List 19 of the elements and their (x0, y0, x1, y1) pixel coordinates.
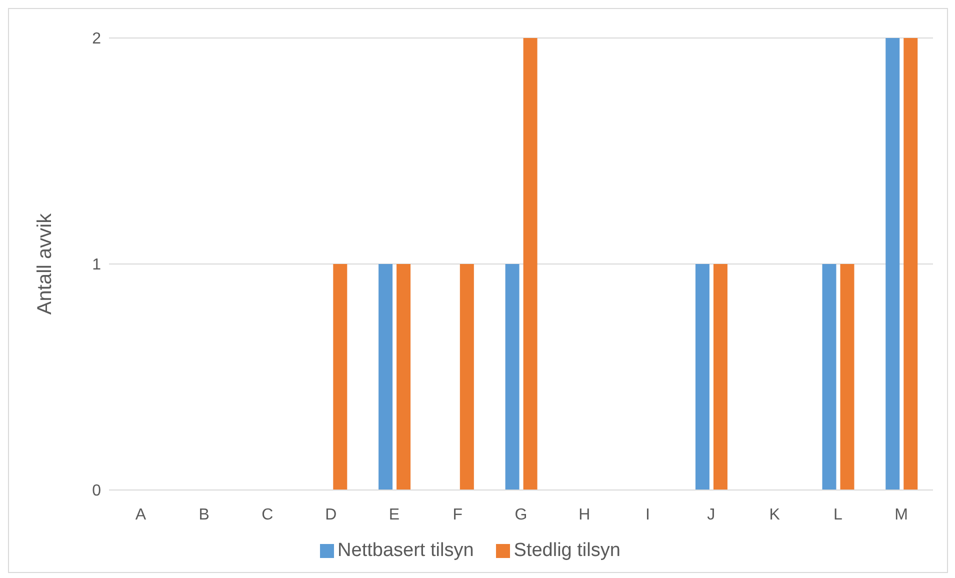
y-tick-label: 0 (92, 482, 102, 500)
x-tick-label: E (388, 506, 400, 524)
legend-label: Stedlig tilsyn (514, 540, 620, 561)
x-tick-label: M (894, 506, 908, 524)
y-axis-title: Antall avvik (34, 212, 56, 315)
x-tick-label: K (769, 506, 780, 524)
x-tick-label: G (514, 506, 528, 524)
x-tick-label: H (578, 506, 590, 524)
x-tick-label: J (707, 506, 716, 524)
x-tick-label: C (262, 506, 274, 524)
y-tick-label: 2 (92, 30, 102, 48)
y-tick-label: 1 (92, 256, 102, 274)
x-tick-label: F (452, 506, 463, 524)
x-tick-label: I (646, 506, 650, 524)
x-tick-label: B (198, 506, 210, 524)
legend-label: Nettbasert tilsyn (338, 540, 474, 561)
x-tick-label: L (833, 506, 842, 524)
x-tick-label: A (135, 506, 146, 524)
x-tick-label: D (325, 506, 337, 524)
